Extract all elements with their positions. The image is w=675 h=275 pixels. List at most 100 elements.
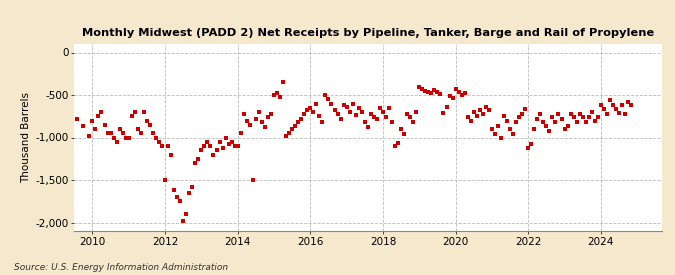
Point bbox=[154, 139, 165, 144]
Point bbox=[568, 115, 579, 119]
Point bbox=[583, 115, 594, 119]
Point bbox=[256, 120, 267, 124]
Point bbox=[408, 120, 418, 124]
Point bbox=[502, 118, 512, 123]
Point bbox=[432, 89, 443, 94]
Point bbox=[132, 127, 143, 131]
Point bbox=[614, 111, 624, 115]
Point bbox=[435, 92, 446, 96]
Point bbox=[142, 118, 153, 123]
Point bbox=[90, 127, 101, 131]
Point bbox=[223, 142, 234, 147]
Point bbox=[208, 152, 219, 157]
Point bbox=[356, 110, 367, 114]
Point bbox=[487, 127, 497, 131]
Point bbox=[348, 101, 358, 106]
Point bbox=[593, 115, 603, 119]
Point bbox=[178, 219, 188, 223]
Point bbox=[244, 123, 255, 127]
Point bbox=[151, 135, 161, 140]
Point bbox=[193, 156, 204, 161]
Point bbox=[441, 105, 452, 109]
Point bbox=[362, 125, 373, 130]
Point bbox=[601, 111, 612, 116]
Point bbox=[84, 134, 95, 138]
Point bbox=[163, 144, 173, 148]
Point bbox=[211, 148, 222, 152]
Point bbox=[508, 132, 518, 136]
Point bbox=[456, 93, 467, 97]
Point bbox=[175, 199, 186, 204]
Point bbox=[547, 115, 558, 119]
Point bbox=[556, 117, 567, 121]
Point bbox=[417, 87, 428, 91]
Point bbox=[483, 108, 494, 112]
Point bbox=[308, 110, 319, 114]
Point bbox=[402, 111, 412, 116]
Point bbox=[565, 111, 576, 116]
Point bbox=[171, 195, 182, 199]
Point bbox=[377, 110, 388, 114]
Point bbox=[87, 118, 98, 123]
Point bbox=[523, 145, 534, 150]
Point bbox=[317, 120, 328, 124]
Point bbox=[190, 161, 200, 165]
Point bbox=[66, 148, 77, 152]
Point bbox=[184, 191, 194, 195]
Point bbox=[595, 103, 606, 108]
Point bbox=[587, 110, 597, 114]
Point bbox=[571, 120, 582, 124]
Point bbox=[214, 139, 225, 144]
Point bbox=[514, 115, 524, 119]
Point bbox=[250, 117, 261, 121]
Point bbox=[78, 124, 88, 129]
Point bbox=[169, 188, 180, 192]
Point bbox=[344, 110, 355, 114]
Point bbox=[529, 127, 540, 131]
Point bbox=[359, 120, 370, 124]
Point bbox=[226, 139, 237, 144]
Point bbox=[275, 95, 286, 99]
Point bbox=[160, 178, 171, 182]
Point bbox=[326, 101, 337, 106]
Point bbox=[405, 115, 416, 119]
Point bbox=[538, 120, 549, 124]
Point bbox=[93, 114, 104, 119]
Point bbox=[493, 123, 504, 128]
Point bbox=[626, 103, 637, 108]
Point bbox=[263, 115, 273, 119]
Point bbox=[387, 120, 398, 124]
Point bbox=[475, 108, 485, 112]
Point bbox=[287, 127, 298, 131]
Point bbox=[617, 103, 628, 108]
Point bbox=[230, 144, 240, 148]
Point bbox=[499, 114, 510, 119]
Point bbox=[181, 212, 192, 216]
Point bbox=[302, 108, 313, 112]
Point bbox=[553, 111, 564, 116]
Point bbox=[526, 142, 537, 147]
Point bbox=[505, 127, 516, 131]
Point bbox=[114, 127, 125, 131]
Point bbox=[477, 111, 488, 116]
Point bbox=[605, 98, 616, 102]
Point bbox=[187, 185, 198, 189]
Point bbox=[447, 95, 458, 100]
Point bbox=[296, 117, 306, 121]
Point bbox=[290, 123, 300, 128]
Y-axis label: Thousand Barrels: Thousand Barrels bbox=[21, 92, 31, 183]
Point bbox=[271, 91, 282, 95]
Point bbox=[220, 135, 231, 140]
Point bbox=[535, 111, 545, 116]
Point bbox=[217, 145, 228, 150]
Point bbox=[144, 123, 155, 127]
Point bbox=[517, 111, 528, 116]
Point bbox=[205, 144, 216, 148]
Point bbox=[489, 132, 500, 136]
Point bbox=[444, 94, 455, 98]
Point bbox=[574, 111, 585, 116]
Point bbox=[265, 111, 276, 116]
Point bbox=[608, 103, 618, 108]
Point bbox=[342, 105, 352, 109]
Point bbox=[396, 127, 406, 131]
